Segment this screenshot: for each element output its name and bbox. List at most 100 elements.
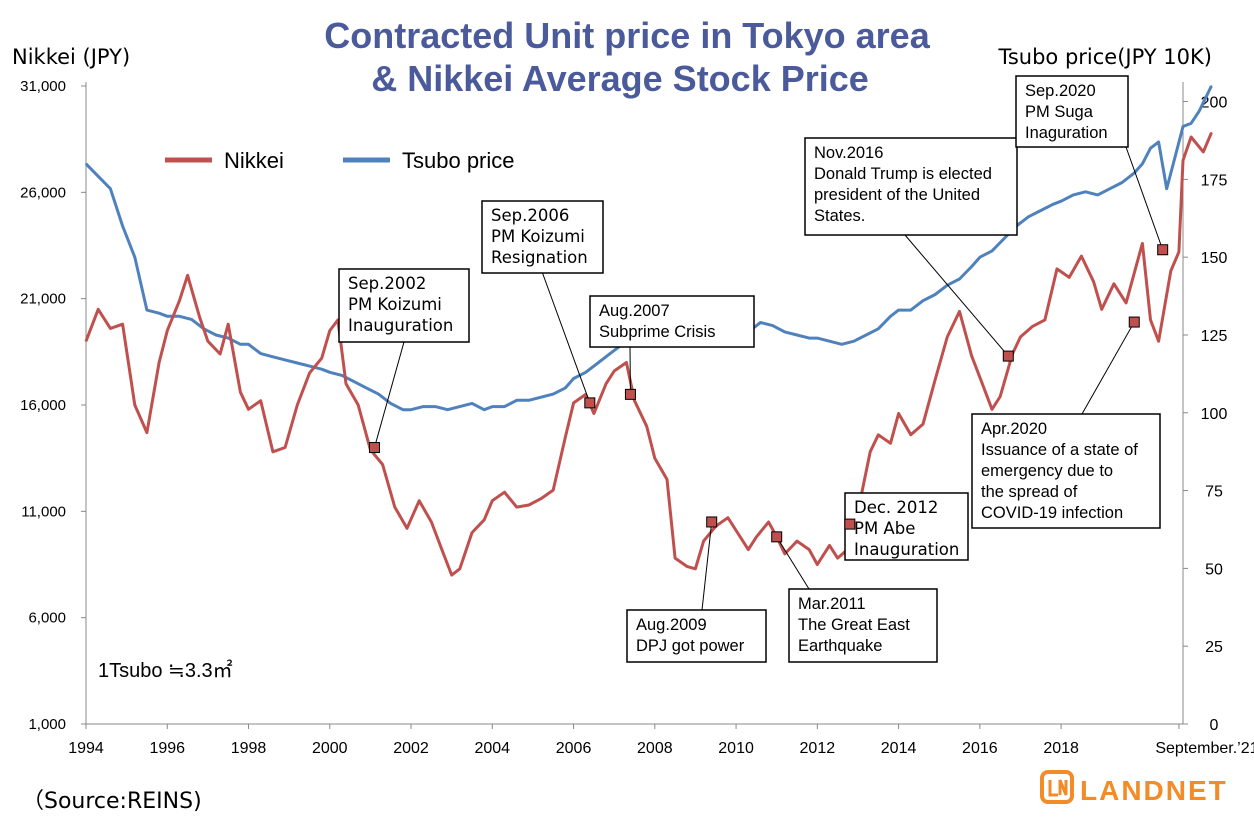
right-tick-label: 125 <box>1201 328 1228 345</box>
tsubo-data-point <box>1174 156 1176 159</box>
tsubo-data-point <box>146 309 148 311</box>
annotation-marker <box>368 442 380 454</box>
nikkei-data-point <box>735 529 737 532</box>
nikkei-data-point <box>808 548 811 551</box>
tsubo-data-point <box>1121 181 1123 184</box>
tsubo-data-point <box>166 315 169 318</box>
nikkei-data-point <box>625 361 628 364</box>
tsubo-data-point <box>597 362 599 364</box>
annotation-text: emergency due to <box>981 462 1113 480</box>
annotation-marker <box>706 516 718 528</box>
left-axis-label: Nikkei (JPY) <box>12 45 130 69</box>
tsubo-data-point <box>1003 237 1006 240</box>
x-tick-label: 1998 <box>231 740 267 757</box>
annotation-box <box>481 200 604 274</box>
nikkei-data-point <box>1178 251 1180 253</box>
annotation-text: president of the United <box>814 186 980 204</box>
annotation-text: States. <box>814 207 865 225</box>
nikkei-data-point <box>552 489 555 491</box>
nikkei-data-point <box>946 336 949 338</box>
tsubo-data-point <box>389 402 392 405</box>
tsubo-data-point <box>365 387 368 389</box>
tsubo-data-point <box>808 337 811 339</box>
nikkei-data-point <box>418 499 420 502</box>
tsubo-data-point <box>897 309 900 311</box>
nikkei-data-point <box>1202 151 1205 153</box>
x-tick-label: 2004 <box>474 740 510 757</box>
tsubo-data-point <box>979 256 981 258</box>
nikkei-data-point <box>836 557 839 559</box>
annotation-text: Donald Trump is elected <box>814 165 992 183</box>
annotation-leader <box>904 234 1009 357</box>
tsubo-data-point <box>377 393 380 395</box>
nikkei-data-point <box>296 404 299 406</box>
annotation-text: Sep.2020 <box>1025 82 1096 100</box>
tsubo-data-point <box>540 396 542 399</box>
nikkei-data-point <box>593 412 595 415</box>
tsubo-data-point <box>85 163 87 165</box>
x-tick-label: 2014 <box>881 740 917 757</box>
tsubo-data-point <box>865 334 867 336</box>
nikkei-data-point <box>1113 282 1115 285</box>
annotation-marker <box>1002 350 1014 362</box>
right-tick-label: 50 <box>1205 561 1223 578</box>
annotation-text: the spread of <box>981 483 1078 501</box>
tsubo-data-point <box>341 374 343 377</box>
annotation-text: Aug.2007 <box>599 302 670 320</box>
tsubo-data-point <box>97 175 99 178</box>
nikkei-data-point <box>1125 302 1127 304</box>
nikkei-data-point <box>458 567 461 570</box>
annotation-text: PM Koizumi <box>348 295 442 314</box>
tsubo-data-point <box>503 405 506 408</box>
tsubo-data-point <box>1182 125 1184 128</box>
logo-mark-inner <box>1048 779 1068 797</box>
x-tick-label: 2010 <box>718 740 754 757</box>
nikkei-data-point <box>922 423 924 425</box>
annotation-marker <box>1157 244 1169 256</box>
tsubo-data-point <box>121 225 124 227</box>
nikkei-data-point <box>970 355 973 357</box>
tsubo-data-point <box>759 321 762 324</box>
nikkei-data-point <box>1190 136 1192 138</box>
tsubo-data-point <box>308 365 311 367</box>
x-tick-label: 2018 <box>1043 740 1079 757</box>
annotation-text: PM Abe <box>854 519 915 538</box>
tsubo-data-point <box>1052 203 1054 206</box>
annotation-text: Issuance of a state of <box>981 441 1138 459</box>
tsubo-data-point <box>1149 147 1152 150</box>
nikkei-data-point <box>1210 131 1213 134</box>
tsubo-data-point <box>422 405 425 408</box>
annotation-text: Earthquake <box>798 637 882 655</box>
annotation-leader <box>542 272 591 404</box>
tsubo-data-point <box>1210 85 1213 87</box>
nikkei-data-point <box>1056 268 1058 270</box>
chart-title-line2: & Nikkei Average Stock Price <box>371 58 869 99</box>
right-tick-label: 150 <box>1201 250 1228 267</box>
annotation-marker <box>584 397 596 409</box>
annotation-text: Aug.2009 <box>636 616 707 634</box>
left-tick-label: 11,000 <box>21 503 66 520</box>
nikkei-data-point <box>491 499 494 502</box>
nikkei-data-point <box>564 436 567 438</box>
annotation-text: Mar.2011 <box>798 595 866 613</box>
legend-tsubo-label: Tsubo price <box>402 148 515 173</box>
nikkei-data-point <box>272 450 274 453</box>
nikkei-data-point <box>784 553 786 555</box>
nikkei-data-point <box>934 378 936 381</box>
tsubo-data-point <box>410 408 412 411</box>
nikkei-data-point <box>1157 340 1160 343</box>
nikkei-data-point <box>828 544 831 547</box>
annotation-box <box>338 268 470 343</box>
annotation-text: Subprime Crisis <box>599 323 715 341</box>
annotation-text: Inauguration <box>854 540 959 559</box>
nikkei-data-point <box>796 540 798 542</box>
source-note: （Source:REINS) <box>22 789 202 814</box>
nikkei-data-point <box>121 323 124 325</box>
annotation-box <box>844 492 969 561</box>
right-tick-label: 25 <box>1205 639 1223 656</box>
tsubo-data-point <box>1141 163 1144 165</box>
nikkei-data-point <box>958 310 961 313</box>
tsubo-data-point <box>796 334 798 336</box>
nikkei-data-point <box>284 446 286 449</box>
